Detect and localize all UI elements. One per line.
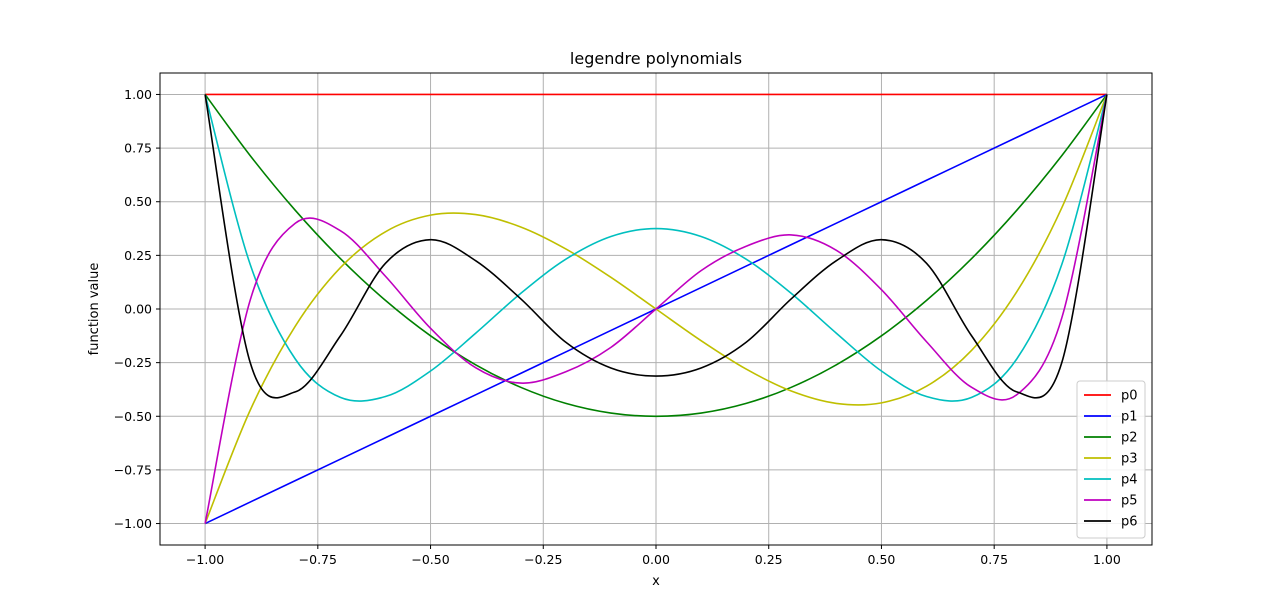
legend-label-p5: p5	[1121, 494, 1138, 509]
series-line-p6	[204, 94, 1108, 399]
legend-label-p0: p0	[1121, 389, 1138, 404]
x-axis-label: x	[652, 574, 660, 589]
y-tick-label: 1.00	[124, 87, 152, 102]
legend-label-p1: p1	[1121, 410, 1138, 425]
legend-label-p2: p2	[1121, 431, 1138, 446]
legend-label-p3: p3	[1121, 452, 1138, 467]
x-tick-label: 0.75	[980, 552, 1008, 567]
y-tick-label: 0.25	[124, 248, 152, 263]
chart-title: legendre polynomials	[570, 49, 742, 68]
x-tick-label: 0.00	[642, 552, 670, 567]
x-tick-label: 1.00	[1093, 552, 1121, 567]
x-tick-label: −1.00	[186, 552, 224, 567]
x-tick-label: 0.25	[755, 552, 783, 567]
series-line-p5	[204, 94, 1108, 524]
x-tick-label: −0.50	[411, 552, 449, 567]
legend-label-p6: p6	[1121, 515, 1138, 530]
legend-label-p4: p4	[1121, 473, 1138, 488]
x-tick-label: −0.25	[524, 552, 562, 567]
x-tick-label: −0.75	[299, 552, 337, 567]
y-tick-label: −0.25	[114, 355, 152, 370]
x-tick-label: 0.50	[868, 552, 896, 567]
series-line-p2	[204, 93, 1108, 418]
plot-lines	[204, 93, 1108, 525]
legend: p0 p1 p2 p3 p4 p5 p6	[1076, 380, 1146, 539]
x-axis-ticks: −1.00 −0.75 −0.50 −0.25 0.00 0.25 0.50 0.75 1.00	[186, 545, 1121, 567]
y-axis-label: function value	[87, 263, 102, 356]
y-tick-label: −0.75	[114, 462, 152, 477]
y-tick-label: 0.50	[124, 194, 152, 209]
y-tick-label: −1.00	[114, 516, 152, 531]
legend-box	[1076, 380, 1146, 539]
y-tick-label: −0.50	[114, 409, 152, 424]
y-axis-ticks: −1.00 −0.75 −0.50 −0.25 0.00 0.25 0.50 0.75 1.00	[114, 87, 160, 531]
y-tick-label: 0.00	[124, 302, 152, 317]
y-tick-label: 0.75	[124, 141, 152, 156]
